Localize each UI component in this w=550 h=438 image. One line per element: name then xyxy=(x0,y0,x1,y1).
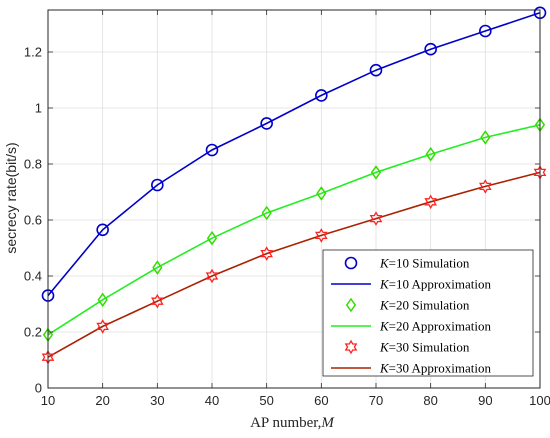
legend-label-eq: =20 xyxy=(389,319,409,334)
data-point-k-10-simulation xyxy=(369,63,383,77)
x-tick-label: 30 xyxy=(150,393,164,408)
legend-label-eq: =10 xyxy=(389,256,409,271)
data-point-k-10-simulation xyxy=(205,143,219,157)
legend-entry-k-30-simulation: K=30 Simulation xyxy=(344,339,470,355)
legend-label-eq: =20 xyxy=(389,298,409,313)
data-point-k-20-simulation xyxy=(152,260,163,275)
data-point-k-10-simulation xyxy=(96,223,109,237)
x-tick-label: 80 xyxy=(423,393,437,408)
data-point-k-30-simulation xyxy=(96,319,109,334)
legend-label-suffix: Simulation xyxy=(409,298,470,313)
legend-label-suffix: Approximation xyxy=(409,277,491,292)
series-line-k-30-approximation xyxy=(47,171,541,358)
y-tick-label: 0.6 xyxy=(24,213,42,228)
y-tick-label: 1.2 xyxy=(24,45,42,60)
legend-label-var: K xyxy=(379,256,390,271)
x-tick-label: 20 xyxy=(95,393,109,408)
y-tick-label: 0 xyxy=(35,381,42,396)
data-point-k-30-simulation xyxy=(315,228,328,243)
legend-box xyxy=(322,249,534,377)
x-tick-label: 90 xyxy=(478,393,492,408)
data-point-k-20-simulation xyxy=(316,186,327,201)
legend-label-var: K xyxy=(379,298,390,313)
data-point-k-10-simulation xyxy=(424,42,437,56)
legend-label: K=10 Approximation xyxy=(379,277,491,292)
data-point-k-20-simulation xyxy=(425,146,436,162)
data-point-k-30-simulation xyxy=(424,194,437,210)
data-point-k-20-simulation xyxy=(261,205,272,221)
legend-label-suffix: Simulation xyxy=(409,340,470,355)
legend-label: K=30 Approximation xyxy=(379,361,491,376)
y-tick-label: 0.2 xyxy=(24,325,42,340)
legend-label-suffix: Simulation xyxy=(409,256,470,271)
x-axis-label: AP number,M xyxy=(250,415,335,431)
legend-label-var: K xyxy=(379,361,390,376)
x-tick-label: 100 xyxy=(529,393,550,408)
x-tick-label: 50 xyxy=(259,393,273,408)
y-tick-label: 0.4 xyxy=(24,269,42,284)
data-point-k-20-simulation xyxy=(97,292,108,308)
plot-frame xyxy=(47,9,541,389)
x-axis-label-variable: M xyxy=(320,415,335,431)
data-point-k-20-simulation xyxy=(206,230,218,246)
legend-entry-k-10-simulation: K=10 Simulation xyxy=(344,256,470,271)
legend-label-eq: =30 xyxy=(389,340,409,355)
legend-entry-k-20-simulation: K=20 Simulation xyxy=(345,297,470,313)
y-ticks: 0 0.2 0.4 0.6 0.8 1 1.2 xyxy=(24,45,540,396)
data-point-k-10-simulation xyxy=(151,178,164,192)
x-tick-label: 60 xyxy=(314,393,328,408)
data-point-k-30-simulation xyxy=(205,268,219,284)
legend-label-var: K xyxy=(379,319,390,334)
series-lines xyxy=(47,12,541,358)
data-point-k-30-simulation xyxy=(369,211,383,226)
legend-label-eq: =30 xyxy=(389,361,409,376)
x-tick-label: 10 xyxy=(41,393,55,408)
legend-label-var: K xyxy=(379,277,390,292)
legend-label-suffix: Approximation xyxy=(409,361,491,376)
legend-label: K=20 Approximation xyxy=(379,319,491,334)
legend-entry-k-30-approximation: K=30 Approximation xyxy=(331,361,491,376)
series-line-k-20-approximation xyxy=(47,124,541,336)
legend-swatch-marker xyxy=(344,256,358,270)
legend-label-eq: =10 xyxy=(389,277,409,292)
legend-swatch-marker xyxy=(344,339,358,355)
y-tick-label: 1 xyxy=(35,101,42,116)
legend-entry-k-10-approximation: K=10 Approximation xyxy=(331,277,491,292)
data-point-k-30-simulation xyxy=(479,179,492,194)
y-axis-label: secrecy rate(bit/s) xyxy=(3,142,19,253)
data-point-k-30-simulation xyxy=(260,246,273,261)
data-point-k-10-simulation xyxy=(315,89,328,102)
data-point-k-30-simulation xyxy=(151,293,164,309)
legend-label: K=20 Simulation xyxy=(379,298,470,313)
x-ticks: 10 20 30 40 50 60 70 80 90 100 xyxy=(41,10,550,408)
legend-entry-k-20-approximation: K=20 Approximation xyxy=(331,319,491,334)
data-point-k-10-simulation xyxy=(479,24,492,38)
data-point-k-20-simulation xyxy=(480,130,491,145)
legend-label: K=10 Simulation xyxy=(379,256,470,271)
x-tick-label: 70 xyxy=(369,393,383,408)
legend-swatch-marker xyxy=(345,297,357,313)
series-line-k-10-approximation xyxy=(47,12,541,297)
x-tick-label: 40 xyxy=(205,393,219,408)
legend-label: K=30 Simulation xyxy=(379,340,470,355)
y-tick-label: 0.8 xyxy=(24,157,42,172)
legend-label-suffix: Approximation xyxy=(409,319,491,334)
x-axis-label-text: AP number, xyxy=(250,415,321,431)
data-point-k-10-simulation xyxy=(260,117,273,130)
data-point-k-20-simulation xyxy=(370,165,382,180)
legend-label-var: K xyxy=(379,340,390,355)
